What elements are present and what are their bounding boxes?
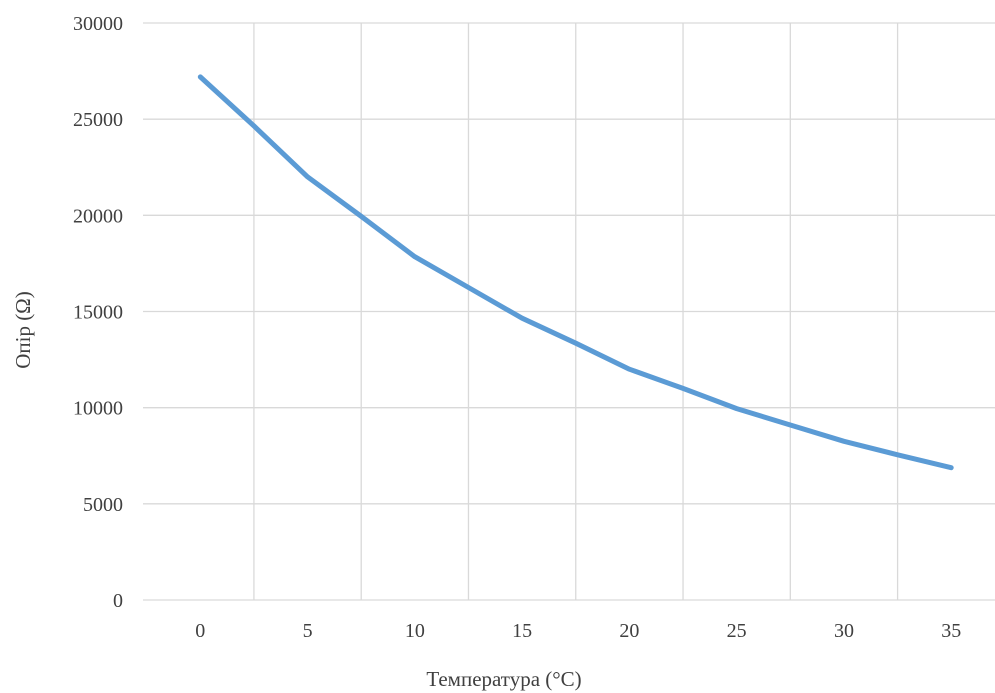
y-tick-label: 0 — [113, 590, 123, 612]
y-tick-label: 25000 — [73, 109, 123, 131]
x-tick-label: 5 — [303, 620, 313, 642]
y-tick-label: 30000 — [73, 13, 123, 35]
horizontal-gridlines — [143, 22, 995, 505]
y-tick-label: 10000 — [73, 398, 123, 420]
x-tick-label: 15 — [512, 620, 532, 642]
x-tick-label: 25 — [727, 620, 747, 642]
y-tick-label: 15000 — [73, 302, 123, 324]
x-tick-label: 0 — [195, 620, 205, 642]
y-axis-title: Опір (Ω) — [11, 291, 35, 369]
series-group — [197, 74, 954, 471]
y-axis-tick-labels: 0 5000 10000 15000 20000 25000 30000 — [73, 13, 123, 612]
x-axis-tick-labels: 0 5 10 15 20 25 30 35 — [195, 620, 961, 642]
vertical-gridlines — [253, 23, 899, 600]
y-tick-label: 20000 — [73, 205, 123, 227]
x-axis-title: Температура (°C) — [426, 667, 581, 691]
x-tick-label: 30 — [834, 620, 854, 642]
x-tick-label: 35 — [941, 620, 961, 642]
x-tick-label: 20 — [619, 620, 639, 642]
y-tick-label: 5000 — [83, 494, 123, 516]
series-line — [197, 74, 954, 471]
x-tick-label: 10 — [405, 620, 425, 642]
